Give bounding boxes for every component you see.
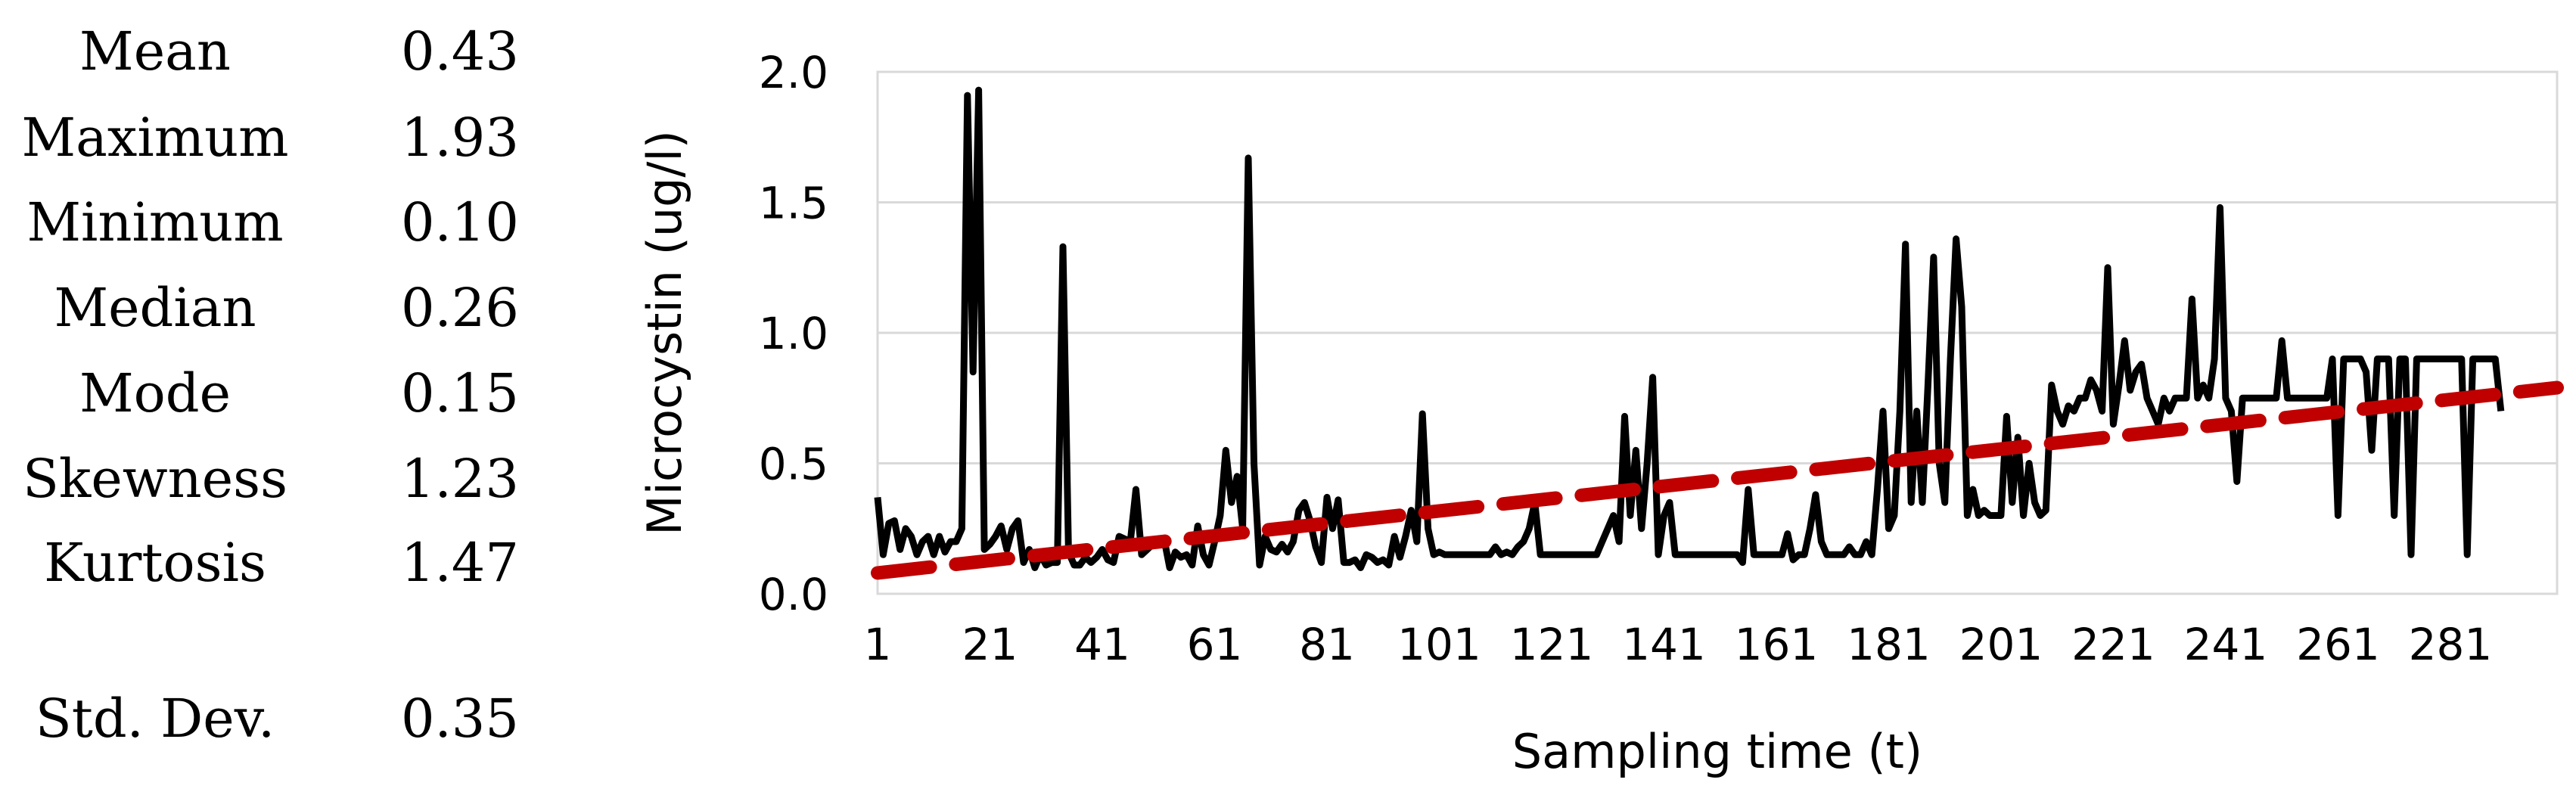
- x-tick-label: 261: [2296, 619, 2380, 670]
- stat-value: 1.93: [401, 107, 519, 169]
- x-tick-label: 121: [1510, 619, 1594, 670]
- stat-value: 1.47: [401, 532, 519, 594]
- y-tick-labels: 0.0 0.5 1.0 1.5 2.0: [759, 47, 828, 620]
- y-tick-label: 1.5: [759, 178, 828, 229]
- x-tick-label: 21: [962, 619, 1018, 670]
- y-gridlines: [878, 201, 2557, 464]
- stat-value: 0.35: [401, 688, 519, 750]
- x-tick-label: 241: [2184, 619, 2268, 670]
- stat-label: Mode: [79, 362, 231, 424]
- y-tick-label: 0.0: [759, 569, 828, 620]
- x-tick-label: 181: [1847, 619, 1931, 670]
- series-group: [871, 86, 2564, 580]
- x-tick-label: 41: [1074, 619, 1130, 670]
- stat-value: 0.43: [401, 20, 519, 82]
- stat-label: Median: [54, 277, 256, 339]
- stat-label: Skewness: [22, 448, 288, 510]
- x-tick-label: 1: [864, 619, 892, 670]
- stat-label: Maximum: [21, 107, 289, 169]
- x-tick-label: 141: [1622, 619, 1706, 670]
- x-tick-label: 101: [1397, 619, 1481, 670]
- x-tick-label: 161: [1735, 619, 1819, 670]
- x-axis-label: Sampling time (t): [1512, 724, 1922, 779]
- stat-value: 1.23: [401, 448, 519, 510]
- x-tick-label: 81: [1299, 619, 1355, 670]
- stat-value: 0.15: [401, 362, 519, 424]
- y-axis-label: Microcystin (ug/l): [637, 130, 692, 536]
- x-tick-label: 201: [1959, 619, 2043, 670]
- x-tick-labels: 1 21 41 61 81 101 121 141 161 181 201 221 241 261 281: [864, 619, 2493, 670]
- y-tick-label: 0.5: [759, 439, 828, 490]
- stat-label: Mean: [79, 20, 231, 82]
- stat-value: 0.26: [401, 277, 519, 339]
- y-tick-label: 1.0: [759, 308, 828, 359]
- stat-label: Kurtosis: [44, 532, 266, 594]
- stat-label: Minimum: [26, 191, 284, 253]
- x-tick-label: 221: [2071, 619, 2155, 670]
- x-tick-label: 281: [2409, 619, 2493, 670]
- microcystin-series-line: [874, 86, 2505, 571]
- trend-line: [871, 380, 2564, 580]
- stat-value: 0.10: [401, 191, 519, 253]
- statistics-table: Mean 0.43 Maximum 1.93 Minimum 0.10 Median 0.26…: [0, 0, 545, 792]
- stat-label: Std. Dev.: [35, 688, 275, 750]
- x-tick-label: 61: [1187, 619, 1243, 670]
- y-tick-label: 2.0: [759, 47, 828, 98]
